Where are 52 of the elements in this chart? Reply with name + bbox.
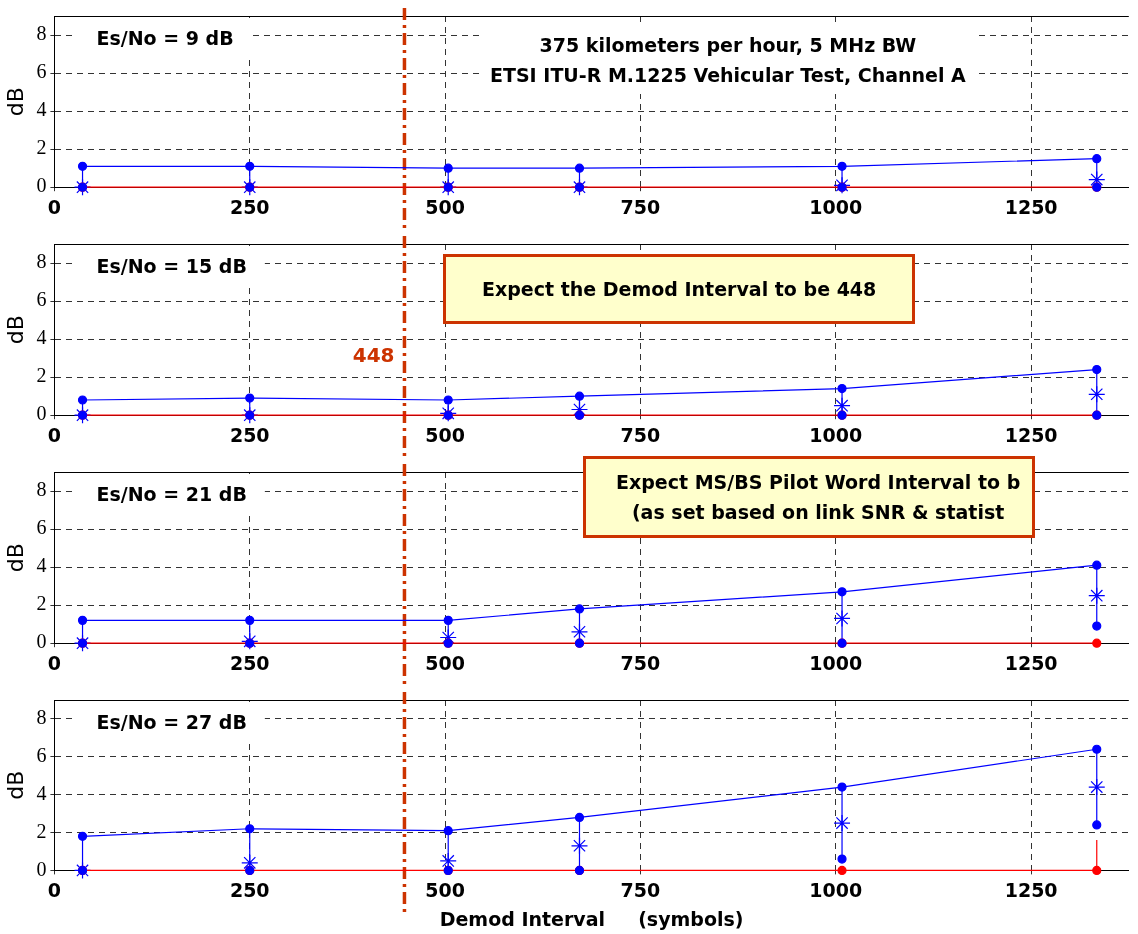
y-tick-label: 8	[36, 250, 47, 273]
x-tick-label: 750	[620, 423, 661, 446]
y-tick-label: 4	[36, 326, 47, 349]
x-tick-label: 750	[620, 195, 661, 218]
y-tick-label: 8	[36, 706, 47, 729]
x-tick-label: 1250	[1004, 195, 1058, 218]
x-tick-label: 250	[229, 651, 270, 674]
y-tick-label: 6	[36, 60, 47, 83]
x-axis-title: Demod Interval (symbols)	[439, 907, 744, 930]
y-tick-label: 6	[36, 744, 47, 767]
y-tick-label: 2	[36, 364, 47, 387]
y-tick-label: 0	[36, 857, 47, 880]
note-box: Expect MS/BS Pilot Word Interval to b (as set based on link SNR & statist	[583, 456, 1036, 538]
y-tick-label: 8	[36, 22, 47, 45]
y-tick-label: 2	[36, 819, 47, 842]
text: Es/No = 9 dB	[96, 26, 234, 49]
y-tick-label: 0	[36, 174, 47, 197]
y-axis-title: dB	[2, 770, 28, 800]
x-tick-label: 500	[425, 651, 465, 674]
x-tick-label: 1000	[809, 195, 863, 218]
y-tick-label: 4	[36, 554, 47, 577]
x-tick-label: 750	[620, 878, 661, 901]
y-tick-label: 4	[36, 98, 47, 121]
x-tick-label: 500	[425, 423, 465, 446]
x-tick-label: 1000	[809, 878, 863, 901]
ref-line-label: 448	[352, 343, 395, 368]
y-axis-title: dB	[2, 315, 28, 345]
x-tick-label: 1250	[1004, 423, 1058, 446]
x-tick-label: 1250	[1004, 651, 1058, 674]
x-tick-label: 250	[229, 878, 270, 901]
y-tick-label: 4	[36, 781, 47, 804]
x-tick-label: 750	[620, 651, 661, 674]
y-axis-title: dB	[2, 543, 28, 573]
y-tick-label: 6	[36, 288, 47, 311]
text: Es/No = 15 dB	[96, 254, 247, 277]
x-tick-label: 1000	[809, 651, 863, 674]
note-box: Expect the Demod Interval to be 448	[443, 254, 916, 324]
y-tick-label: 8	[36, 478, 47, 501]
y-axis-title: dB	[2, 87, 28, 117]
x-tick-label: 500	[425, 195, 465, 218]
x-tick-label: 1000	[809, 423, 863, 446]
y-tick-label: 0	[36, 630, 47, 653]
y-tick-label: 0	[36, 402, 47, 425]
text: Es/No = 21 dB	[96, 482, 247, 505]
x-tick-label: 250	[229, 423, 270, 446]
text: Es/No = 27 dB	[96, 710, 247, 733]
y-tick-label: 2	[36, 136, 47, 159]
x-tick-label: 1250	[1004, 878, 1058, 901]
x-tick-label: 250	[229, 195, 270, 218]
x-tick-label: 500	[425, 878, 465, 901]
y-tick-label: 2	[36, 592, 47, 615]
y-tick-label: 6	[36, 516, 47, 539]
